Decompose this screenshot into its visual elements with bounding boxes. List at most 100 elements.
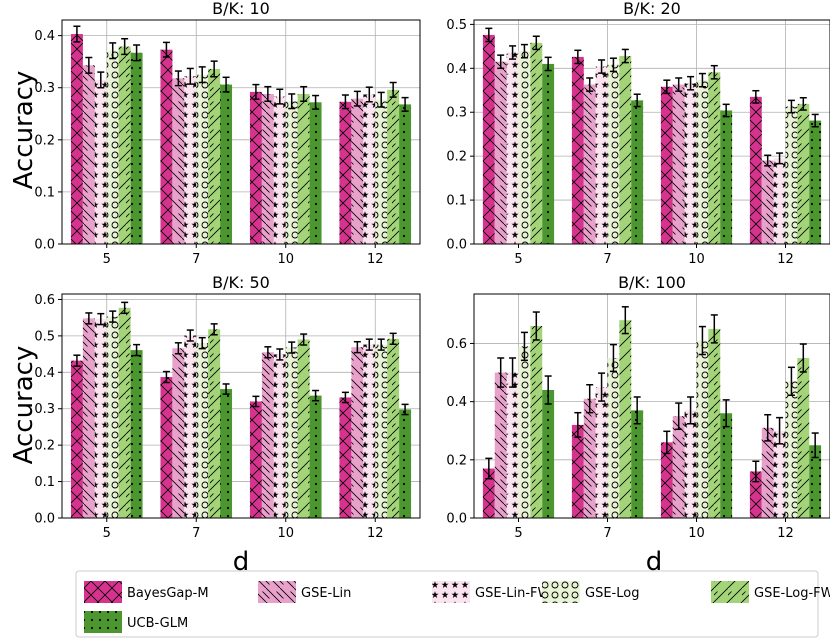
y-tick-label: 0.5 bbox=[446, 18, 467, 33]
legend-swatch-hatch bbox=[542, 581, 580, 603]
x-tick-label: 5 bbox=[103, 526, 111, 541]
bar-hatch bbox=[797, 103, 810, 244]
x-tick-label: 5 bbox=[514, 252, 522, 267]
legend-label: GSE-Lin bbox=[301, 586, 351, 601]
y-tick-label: 0.1 bbox=[34, 475, 55, 490]
bar-hatch bbox=[619, 56, 632, 244]
bar-hatch bbox=[363, 344, 376, 518]
x-tick-label: 12 bbox=[777, 252, 794, 267]
bar-hatch bbox=[375, 344, 388, 518]
bar-hatch bbox=[285, 101, 298, 245]
bar-hatch bbox=[399, 104, 412, 244]
bar-hatch bbox=[184, 335, 197, 518]
bar-hatch bbox=[607, 358, 620, 518]
bar-hatch bbox=[518, 51, 531, 245]
y-tick-label: 0.4 bbox=[34, 29, 55, 44]
bar-hatch bbox=[106, 316, 119, 518]
x-tick-label: 10 bbox=[688, 526, 705, 541]
x-tick-label: 7 bbox=[192, 252, 200, 267]
y-tick-label: 0.4 bbox=[34, 366, 55, 381]
bar-hatch bbox=[619, 320, 632, 518]
axes-frame bbox=[473, 293, 830, 519]
bar-hatch bbox=[351, 98, 364, 244]
bar-hatch bbox=[172, 348, 185, 518]
bar-hatch bbox=[749, 471, 762, 518]
y-tick-label: 0.3 bbox=[34, 81, 55, 96]
x-tick-label: 5 bbox=[103, 252, 111, 267]
bar-hatch bbox=[761, 427, 774, 518]
bar-hatch bbox=[672, 416, 685, 518]
bar-hatch bbox=[273, 354, 286, 518]
bar-hatch bbox=[696, 80, 709, 244]
bar-hatch bbox=[172, 78, 185, 245]
bar-hatch bbox=[530, 42, 543, 244]
bar-hatch bbox=[196, 343, 209, 518]
bar-hatch bbox=[607, 64, 620, 244]
bar-hatch bbox=[494, 61, 507, 244]
y-tick-label: 0.6 bbox=[446, 337, 467, 352]
bar-hatch bbox=[530, 326, 543, 518]
subplot-bk10: B/K: 10 0.0 0.1 0.2 0.3 0.4 5 7 10 12 bbox=[34, 0, 421, 267]
y-tick-label: 0.4 bbox=[446, 395, 467, 410]
x-tick-label: 12 bbox=[367, 252, 384, 267]
bar-hatch bbox=[542, 390, 555, 518]
axes-frame bbox=[61, 19, 421, 245]
bar-hatch bbox=[720, 413, 733, 518]
x-tick-label: 10 bbox=[277, 252, 294, 267]
bar-hatch bbox=[684, 83, 697, 244]
bar-hatch bbox=[70, 360, 83, 518]
bar-hatch bbox=[118, 307, 131, 518]
bar-hatch bbox=[261, 93, 274, 244]
bar-hatch bbox=[785, 381, 798, 518]
bar-hatch bbox=[797, 358, 810, 518]
bar-hatch bbox=[309, 102, 322, 244]
y-tick-label: 0.1 bbox=[34, 185, 55, 200]
bar-hatch bbox=[375, 99, 388, 244]
bar-hatch bbox=[118, 46, 131, 244]
bar-hatch bbox=[809, 445, 822, 518]
x-tick-label: 7 bbox=[603, 252, 611, 267]
bar-hatch bbox=[285, 347, 298, 518]
bar-hatch bbox=[351, 347, 364, 518]
bar-hatch bbox=[494, 372, 507, 518]
bar-hatch bbox=[672, 84, 685, 245]
y-tick-label: 0.0 bbox=[34, 512, 55, 527]
bar-hatch bbox=[684, 410, 697, 518]
bar-hatch bbox=[696, 340, 709, 518]
x-tick-label: 7 bbox=[603, 526, 611, 541]
chart-title: B/K: 20 bbox=[623, 0, 681, 18]
bar-hatch bbox=[660, 86, 673, 244]
bar-hatch bbox=[708, 72, 721, 245]
bar-hatch bbox=[249, 401, 262, 518]
bar-hatch bbox=[761, 160, 774, 244]
y-tick-label: 0.2 bbox=[34, 133, 55, 148]
bar-hatch bbox=[785, 106, 798, 245]
y-tick-label: 0.3 bbox=[34, 402, 55, 417]
subplot-bk50: B/K: 50 0.0 0.1 0.2 0.3 0.4 0.5 0.6 5 7 10 12 bbox=[34, 273, 421, 541]
bar-hatch bbox=[339, 397, 352, 518]
bar-hatch bbox=[82, 318, 95, 518]
bar-hatch bbox=[160, 377, 173, 518]
bar-hatch bbox=[708, 328, 721, 518]
bar-hatch bbox=[749, 96, 762, 244]
y-tick-label: 0.6 bbox=[34, 293, 55, 308]
bar-hatch bbox=[595, 387, 608, 518]
bar-hatch bbox=[583, 84, 596, 245]
axes-frame bbox=[473, 19, 830, 245]
bar-hatch bbox=[773, 430, 786, 518]
bar-hatch bbox=[106, 50, 119, 245]
bar-hatch bbox=[773, 158, 786, 244]
y-tick-label: 0.5 bbox=[34, 329, 55, 344]
bar-hatch bbox=[809, 120, 822, 244]
bar-hatch bbox=[482, 468, 495, 518]
y-tick-label: 0.3 bbox=[446, 106, 467, 121]
y-axis-label-bottom: Accuracy bbox=[9, 346, 39, 465]
bar-hatch bbox=[297, 93, 310, 244]
bar-hatch bbox=[208, 329, 221, 518]
bar-hatch bbox=[595, 66, 608, 245]
bar-hatch bbox=[82, 65, 95, 245]
y-tick-label: 0.0 bbox=[446, 238, 467, 253]
chart-title: B/K: 50 bbox=[212, 273, 270, 292]
bar-hatch bbox=[482, 34, 495, 244]
bar-hatch bbox=[583, 398, 596, 518]
